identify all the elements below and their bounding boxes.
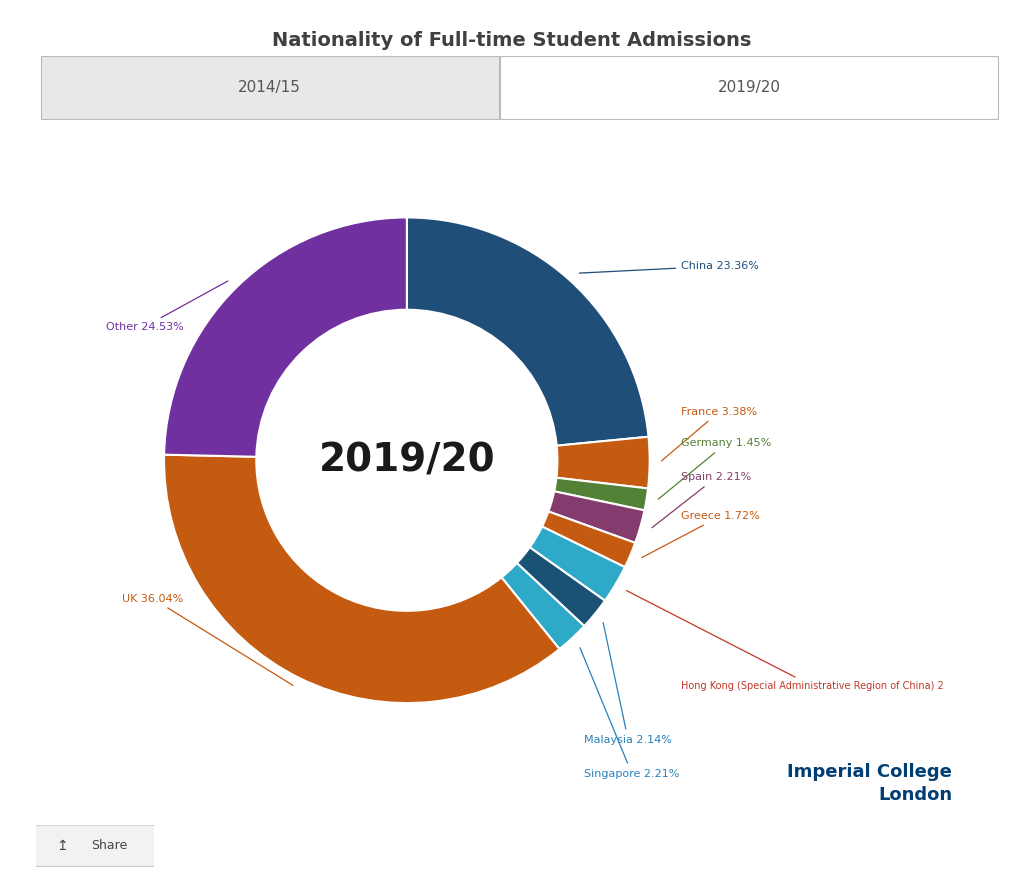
Text: China 23.36%: China 23.36% bbox=[580, 261, 759, 273]
Wedge shape bbox=[164, 217, 407, 457]
Text: 2014/15: 2014/15 bbox=[239, 80, 301, 94]
Text: Imperial College
London: Imperial College London bbox=[787, 763, 952, 804]
Wedge shape bbox=[529, 526, 625, 600]
Text: UK 36.04%: UK 36.04% bbox=[122, 593, 293, 685]
Text: Share: Share bbox=[91, 840, 127, 852]
Wedge shape bbox=[549, 491, 644, 543]
FancyBboxPatch shape bbox=[33, 825, 157, 867]
Text: 2019/20: 2019/20 bbox=[318, 442, 496, 479]
Wedge shape bbox=[502, 563, 585, 649]
Text: Malaysia 2.14%: Malaysia 2.14% bbox=[584, 623, 672, 744]
Text: Nationality of Full-time Student Admissions: Nationality of Full-time Student Admissi… bbox=[272, 31, 752, 50]
Wedge shape bbox=[554, 478, 648, 510]
Text: Hong Kong (Special Administrative Region of China) 2: Hong Kong (Special Administrative Region… bbox=[627, 591, 944, 691]
Wedge shape bbox=[407, 217, 648, 446]
Wedge shape bbox=[556, 437, 649, 488]
Text: Greece 1.72%: Greece 1.72% bbox=[642, 511, 760, 558]
Text: Other 24.53%: Other 24.53% bbox=[105, 281, 228, 332]
Text: 2019/20: 2019/20 bbox=[718, 80, 781, 94]
Text: Singapore 2.21%: Singapore 2.21% bbox=[580, 648, 680, 779]
Text: ↥: ↥ bbox=[56, 839, 68, 853]
Text: Germany 1.45%: Germany 1.45% bbox=[658, 438, 771, 499]
Text: Spain 2.21%: Spain 2.21% bbox=[652, 472, 752, 528]
Bar bbox=[500, 56, 998, 119]
Text: France 3.38%: France 3.38% bbox=[662, 407, 758, 461]
Bar bbox=[41, 56, 499, 119]
Wedge shape bbox=[164, 455, 559, 703]
Wedge shape bbox=[542, 511, 635, 567]
Wedge shape bbox=[517, 547, 605, 626]
